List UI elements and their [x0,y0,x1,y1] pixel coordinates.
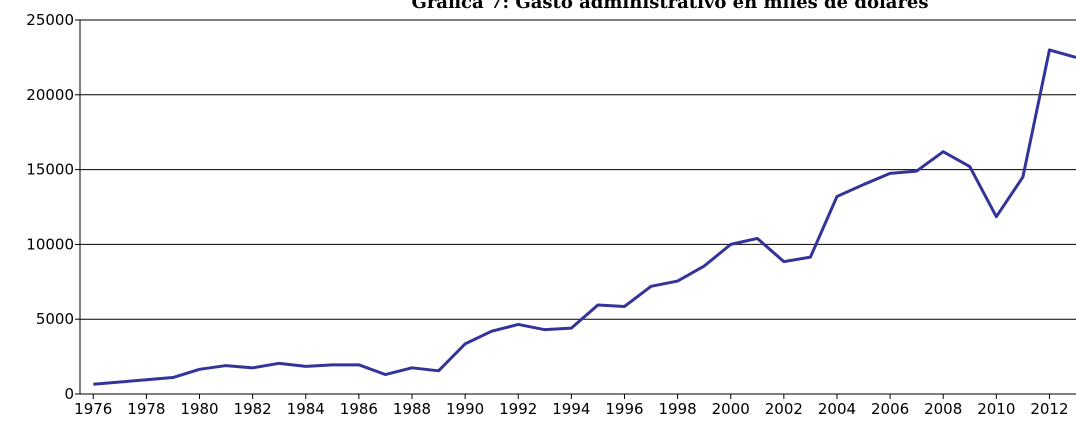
y-tick-label: 5000 [36,310,74,328]
data-line [93,48,1076,386]
x-tick-label: 1978 [127,400,165,418]
x-tick-label: 2006 [871,400,909,418]
x-tick-label: 1994 [552,400,590,418]
x-tick-label: 1996 [605,400,643,418]
x-tick-label: 2004 [818,400,856,418]
x-tick-label: 2002 [765,400,803,418]
y-tick-label: 20000 [26,86,74,104]
x-tick-label: 1992 [499,400,537,418]
x-tick-label: 1980 [180,400,218,418]
x-tick-label: 1990 [446,400,484,418]
x-tick-label: 1998 [659,400,697,418]
x-tick-label: 1976 [74,400,112,418]
chart-title: Gráfica 7: Gasto administrativo en miles… [411,0,928,13]
y-tick-label: 25000 [26,11,74,29]
x-tick-label: 2008 [924,400,962,418]
y-tick-label: 10000 [26,235,74,253]
y-tick-label: 0 [64,385,74,403]
y-tick-label: 15000 [26,161,74,179]
x-tick-label: 2010 [977,400,1015,418]
x-tick-label: 1986 [340,400,378,418]
x-tick-label: 1982 [234,400,272,418]
x-tick-label: 1984 [287,400,325,418]
x-tick-label: 2012 [1030,400,1068,418]
x-tick-label: 2000 [712,400,750,418]
x-tick-label: 1988 [393,400,431,418]
